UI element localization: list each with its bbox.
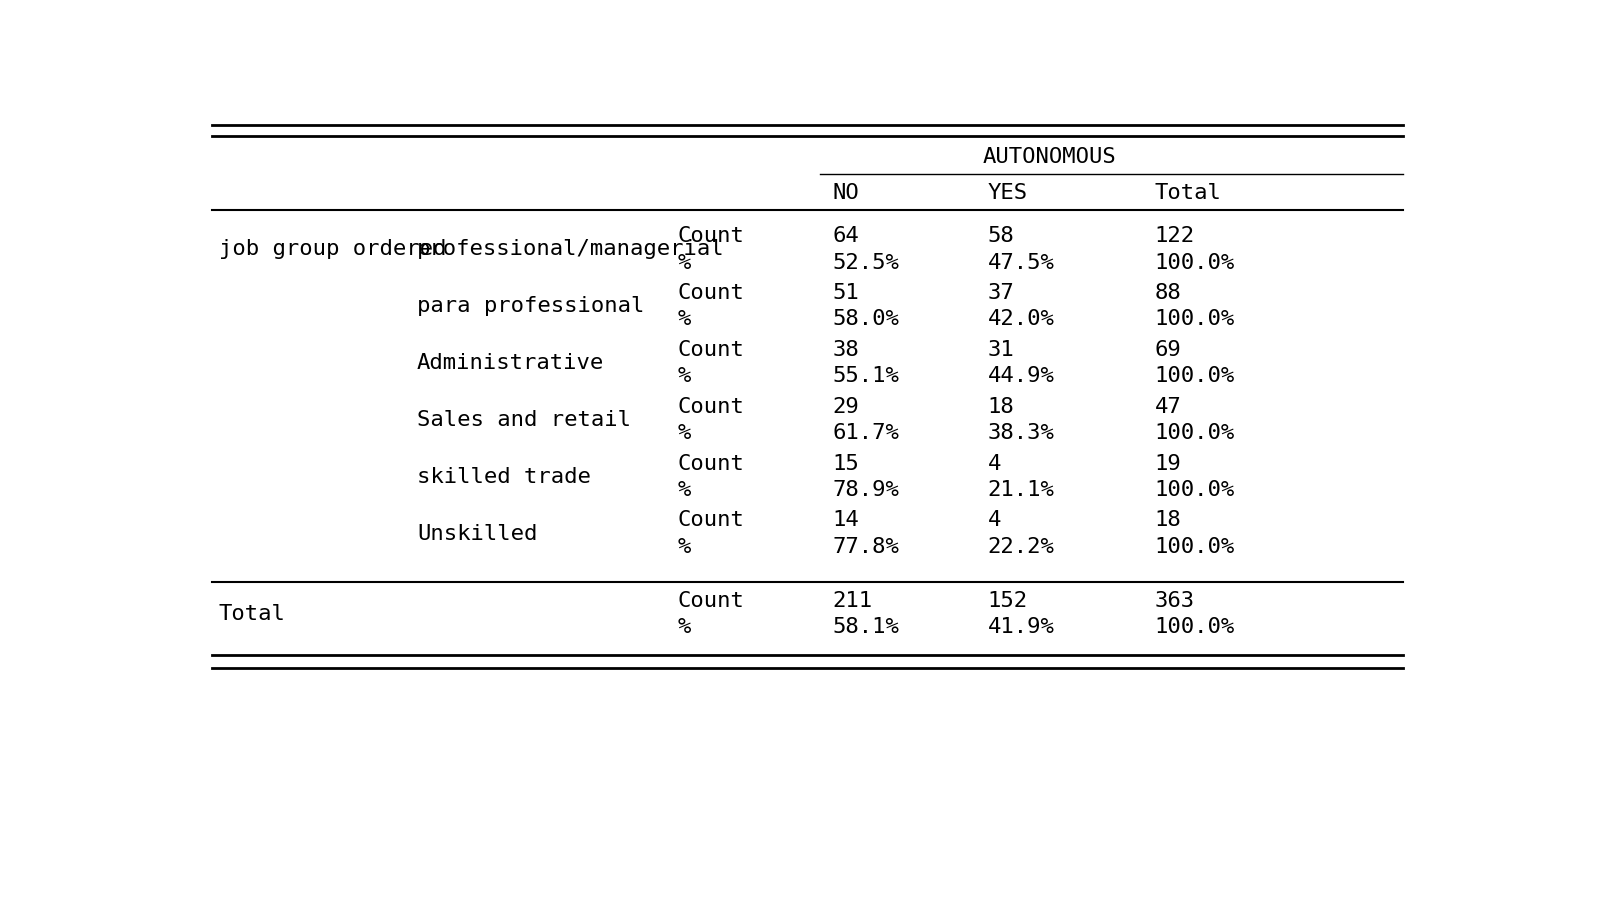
Text: Total: Total bbox=[219, 604, 285, 625]
Text: 15: 15 bbox=[832, 454, 859, 473]
Text: Total: Total bbox=[1155, 183, 1222, 202]
Text: Count: Count bbox=[677, 591, 744, 611]
Text: 52.5%: 52.5% bbox=[832, 253, 899, 273]
Text: 18: 18 bbox=[987, 397, 1014, 417]
Text: NO: NO bbox=[832, 183, 859, 202]
Text: 44.9%: 44.9% bbox=[987, 366, 1054, 386]
Text: Count: Count bbox=[677, 226, 744, 247]
Text: 29: 29 bbox=[832, 397, 859, 417]
Text: Administrative: Administrative bbox=[418, 353, 605, 373]
Text: Sales and retail: Sales and retail bbox=[418, 410, 630, 430]
Text: 100.0%: 100.0% bbox=[1155, 366, 1235, 386]
Text: 69: 69 bbox=[1155, 340, 1181, 360]
Text: 100.0%: 100.0% bbox=[1155, 617, 1235, 637]
Text: 64: 64 bbox=[832, 226, 859, 247]
Text: 41.9%: 41.9% bbox=[987, 617, 1054, 637]
Text: 31: 31 bbox=[987, 340, 1014, 360]
Text: 47: 47 bbox=[1155, 397, 1181, 417]
Text: %: % bbox=[677, 617, 691, 637]
Text: Count: Count bbox=[677, 283, 744, 303]
Text: para professional: para professional bbox=[418, 296, 645, 316]
Text: 4: 4 bbox=[987, 510, 1000, 530]
Text: skilled trade: skilled trade bbox=[418, 467, 590, 487]
Text: professional/managerial: professional/managerial bbox=[418, 239, 725, 259]
Text: 77.8%: 77.8% bbox=[832, 536, 899, 557]
Text: 22.2%: 22.2% bbox=[987, 536, 1054, 557]
Text: 21.1%: 21.1% bbox=[987, 480, 1054, 500]
Text: 58.1%: 58.1% bbox=[832, 617, 899, 637]
Text: 100.0%: 100.0% bbox=[1155, 253, 1235, 273]
Text: 58.0%: 58.0% bbox=[832, 310, 899, 329]
Text: 100.0%: 100.0% bbox=[1155, 310, 1235, 329]
Text: job group ordered: job group ordered bbox=[219, 239, 446, 259]
Text: AUTONOMOUS: AUTONOMOUS bbox=[982, 147, 1117, 166]
Text: %: % bbox=[677, 536, 691, 557]
Text: 58: 58 bbox=[987, 226, 1014, 247]
Text: %: % bbox=[677, 253, 691, 273]
Text: 19: 19 bbox=[1155, 454, 1181, 473]
Text: %: % bbox=[677, 366, 691, 386]
Text: %: % bbox=[677, 310, 691, 329]
Text: YES: YES bbox=[987, 183, 1027, 202]
Text: 363: 363 bbox=[1155, 591, 1195, 611]
Text: 100.0%: 100.0% bbox=[1155, 480, 1235, 500]
Text: 152: 152 bbox=[987, 591, 1027, 611]
Text: 100.0%: 100.0% bbox=[1155, 536, 1235, 557]
Text: 100.0%: 100.0% bbox=[1155, 423, 1235, 443]
Text: %: % bbox=[677, 480, 691, 500]
Text: %: % bbox=[677, 423, 691, 443]
Text: 38: 38 bbox=[832, 340, 859, 360]
Text: 47.5%: 47.5% bbox=[987, 253, 1054, 273]
Text: 55.1%: 55.1% bbox=[832, 366, 899, 386]
Text: 37: 37 bbox=[987, 283, 1014, 303]
Text: 61.7%: 61.7% bbox=[832, 423, 899, 443]
Text: Count: Count bbox=[677, 510, 744, 530]
Text: Count: Count bbox=[677, 454, 744, 473]
Text: 38.3%: 38.3% bbox=[987, 423, 1054, 443]
Text: 51: 51 bbox=[832, 283, 859, 303]
Text: Unskilled: Unskilled bbox=[418, 524, 538, 544]
Text: 211: 211 bbox=[832, 591, 872, 611]
Text: 122: 122 bbox=[1155, 226, 1195, 247]
Text: 78.9%: 78.9% bbox=[832, 480, 899, 500]
Text: 42.0%: 42.0% bbox=[987, 310, 1054, 329]
Text: 4: 4 bbox=[987, 454, 1000, 473]
Text: 14: 14 bbox=[832, 510, 859, 530]
Text: Count: Count bbox=[677, 340, 744, 360]
Text: 18: 18 bbox=[1155, 510, 1181, 530]
Text: Count: Count bbox=[677, 397, 744, 417]
Text: 88: 88 bbox=[1155, 283, 1181, 303]
